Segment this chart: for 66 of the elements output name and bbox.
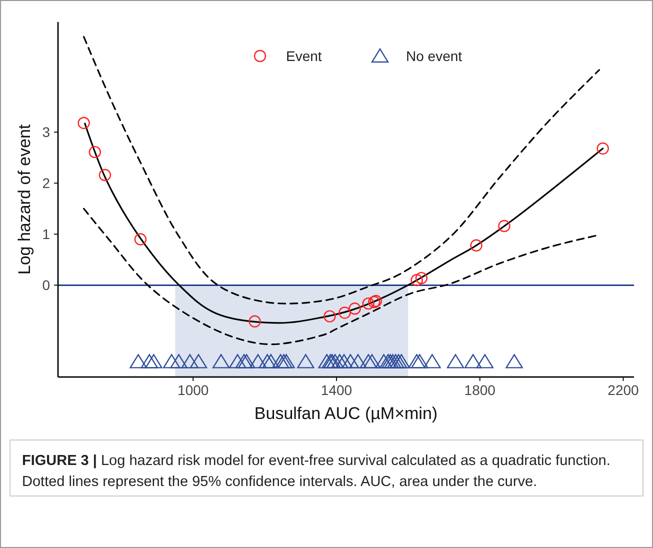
point [446,354,464,368]
point [390,354,408,368]
x-tick-label: 1400 [320,382,352,398]
point [387,354,404,368]
point [262,354,280,368]
point [140,354,158,368]
point [170,354,188,368]
point [88,146,102,158]
point [362,297,374,310]
point [348,302,361,315]
point [424,354,441,368]
point [326,354,344,368]
point [130,354,147,368]
point [181,354,199,368]
point [476,354,494,368]
y-tick-label: 0 [42,277,50,294]
point [464,354,482,368]
point [596,142,609,155]
point [278,354,295,368]
point [238,354,256,368]
point [349,354,367,368]
y-axis-title: Log hazard of event [15,124,34,275]
point [235,354,253,368]
point [272,354,290,368]
y-tick-label: 2 [42,175,50,192]
point [163,354,180,368]
point [335,354,353,368]
point [363,354,381,368]
legend-label: No event [406,48,462,64]
caption: FIGURE 3 | Log hazard risk model for event-free survival calculated as a quadratic function. Dotted lines represent the 95% confidence intervals. AUC, area under the curve. [22,453,610,490]
x-tick-label: 2200 [608,382,640,398]
x-axis-title: Busulfan AUC (µM×min) [254,404,438,423]
point [275,354,292,368]
point [249,354,267,368]
point [411,354,428,368]
point [506,354,523,368]
x-tick-label: 1800 [464,382,496,398]
point [324,310,336,322]
point [145,354,162,368]
point [408,354,426,368]
x-tick-label: 1000 [178,382,209,398]
point [384,354,402,368]
line-series [83,208,599,346]
point [212,354,230,368]
point [375,354,392,368]
point [470,239,482,252]
point [98,168,112,182]
point [338,306,351,319]
point [78,116,90,130]
point [331,354,348,368]
point [342,354,360,368]
point [228,354,246,368]
point [360,354,377,368]
point [190,354,208,368]
point [392,354,410,368]
legend-label: Event [286,48,322,64]
y-tick-label: 1 [42,226,50,242]
point [415,272,428,284]
point [410,274,423,286]
point [134,233,147,246]
point [297,354,314,368]
y-tick-label: 3 [42,124,50,140]
point [318,354,336,368]
point [258,354,276,368]
point [498,220,510,232]
point [248,315,261,328]
